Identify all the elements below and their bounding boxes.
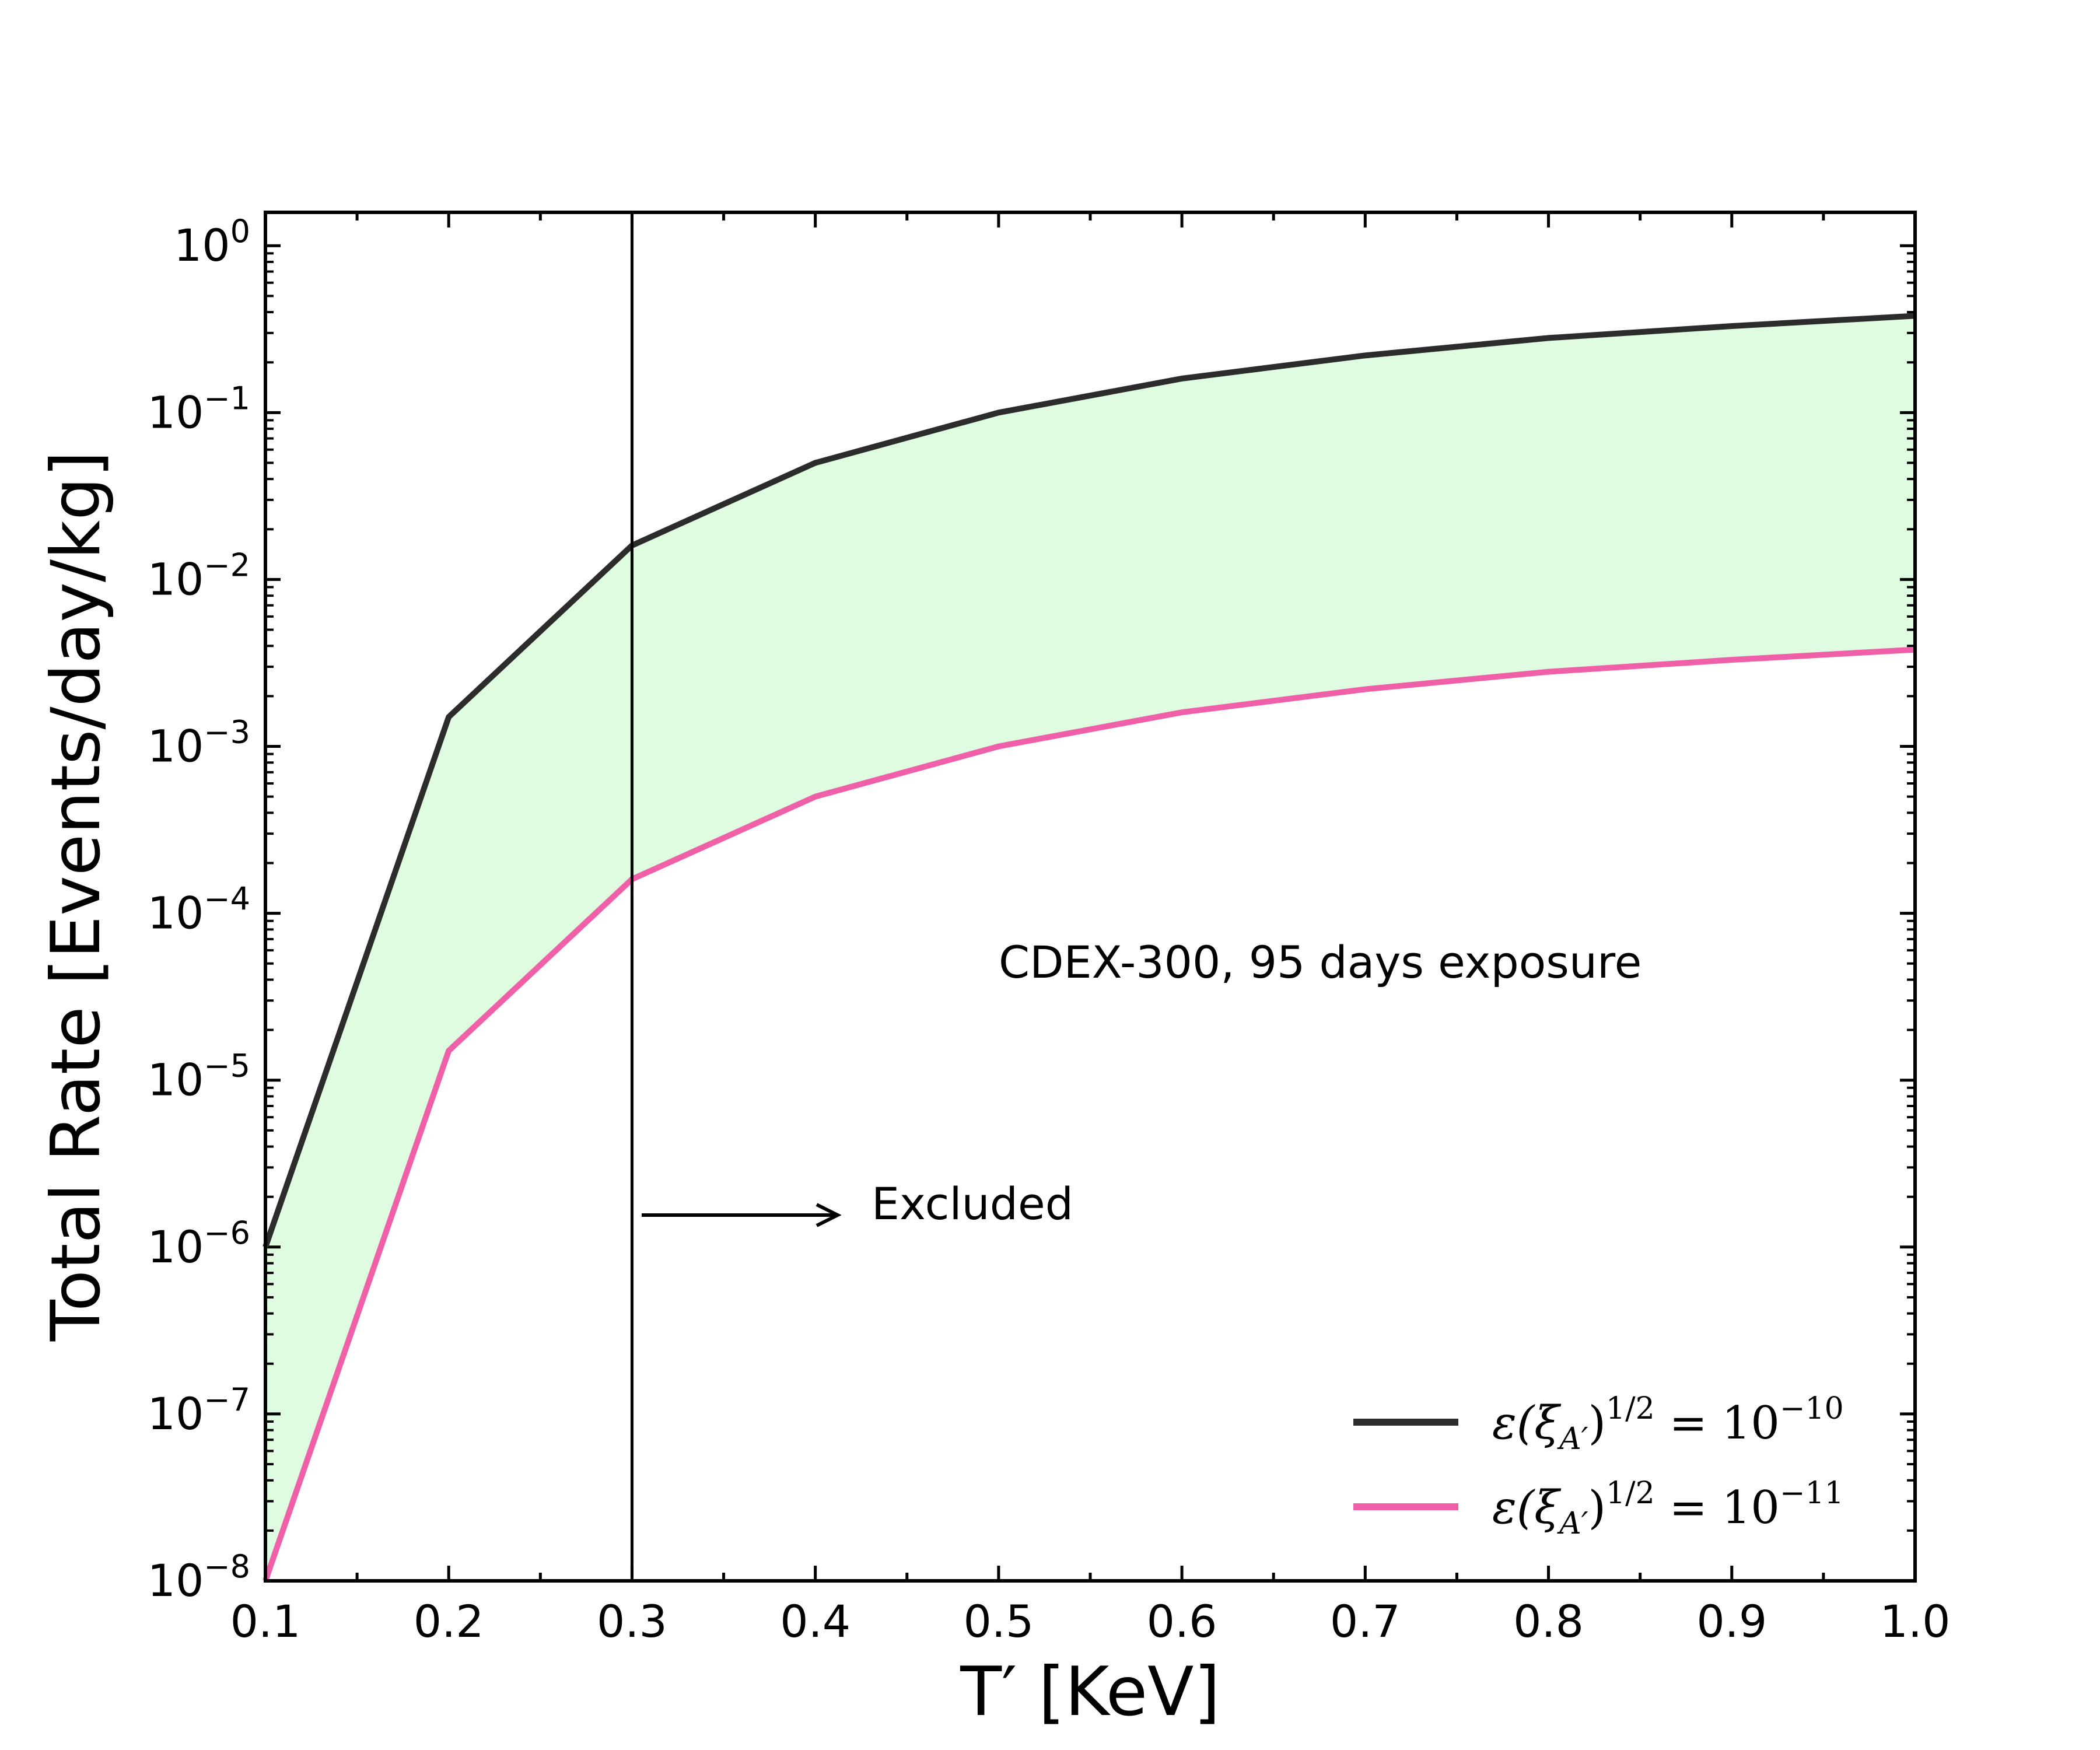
x-tick-label: 0.4 (780, 1595, 850, 1647)
legend-2-mid: ) (1588, 1482, 1606, 1534)
excluded-annotation: Excluded (872, 1178, 1073, 1230)
y-tick-label: 10−6 (148, 1214, 250, 1273)
y-tick-label: 10−4 (148, 881, 250, 939)
legend-1-prefix: ε(ξ (1492, 1397, 1562, 1450)
legend-1-sub: A′ (1557, 1422, 1588, 1457)
exposure-annotation: CDEX-300, 95 days exposure (999, 936, 1642, 988)
y-tick-label: 10−7 (148, 1381, 250, 1440)
legend-label-1: ε(ξA′)1/2 = 10−10 (1492, 1391, 1844, 1457)
x-tick-labels: 0.1 0.2 0.3 0.4 0.5 0.6 0.7 0.8 0.9 1.0 (230, 1595, 1951, 1647)
x-tick-label: 1.0 (1880, 1595, 1951, 1647)
fill-between-area (265, 316, 1915, 1581)
x-tick-label: 0.9 (1696, 1595, 1767, 1647)
legend-1-sup: 1/2 (1606, 1391, 1655, 1426)
legend-2-sub: A′ (1557, 1506, 1588, 1541)
x-axis-title: T′ [KeV] (960, 1653, 1220, 1731)
x-tick-label: 0.3 (597, 1595, 667, 1647)
series-line-1e-11 (262, 646, 1916, 1582)
legend-1-exp: −10 (1780, 1391, 1844, 1426)
x-tick-label: 0.7 (1330, 1595, 1401, 1647)
x-tick-label: 0.5 (963, 1595, 1034, 1647)
plot-frame (264, 211, 1917, 1583)
legend-2-eq: = 10 (1655, 1482, 1780, 1534)
series-line-1e-10 (262, 313, 1916, 1248)
excluded-arrow (642, 1203, 842, 1227)
series-layer (262, 313, 1916, 1582)
y-axis-title: Total Rate [Events/day/kg] (37, 451, 116, 1342)
legend-1-mid: ) (1588, 1397, 1606, 1450)
fill-layer (265, 316, 1915, 1581)
x-tick-label: 0.8 (1513, 1595, 1584, 1647)
legend-1-eq: = 10 (1655, 1397, 1780, 1450)
legend-label-2: ε(ξA′)1/2 = 10−11 (1492, 1476, 1844, 1541)
legend-2-prefix: ε(ξ (1492, 1482, 1562, 1534)
excluded-arrow-head (816, 1203, 842, 1227)
x-tick-label: 0.6 (1147, 1595, 1217, 1647)
y-tick-label: 10−5 (148, 1048, 250, 1106)
legend-2-exp: −11 (1780, 1476, 1844, 1511)
legend-2-sup: 1/2 (1606, 1476, 1655, 1511)
y-tick-labels: 100 10−1 10−2 10−3 10−4 10−5 10−6 10−7 10−8 (148, 213, 250, 1606)
x-tick-label: 0.2 (414, 1595, 484, 1647)
y-tick-label: 10−3 (148, 714, 250, 772)
legend: ε(ξA′)1/2 = 10−10 ε(ξA′)1/2 = 10−11 (1353, 1391, 1844, 1541)
y-tick-label: 100 (174, 213, 250, 271)
y-tick-label: 10−2 (148, 547, 250, 605)
x-tick-label: 0.1 (230, 1595, 301, 1647)
y-tick-label: 10−1 (148, 380, 250, 438)
y-tick-label: 10−8 (148, 1548, 250, 1606)
